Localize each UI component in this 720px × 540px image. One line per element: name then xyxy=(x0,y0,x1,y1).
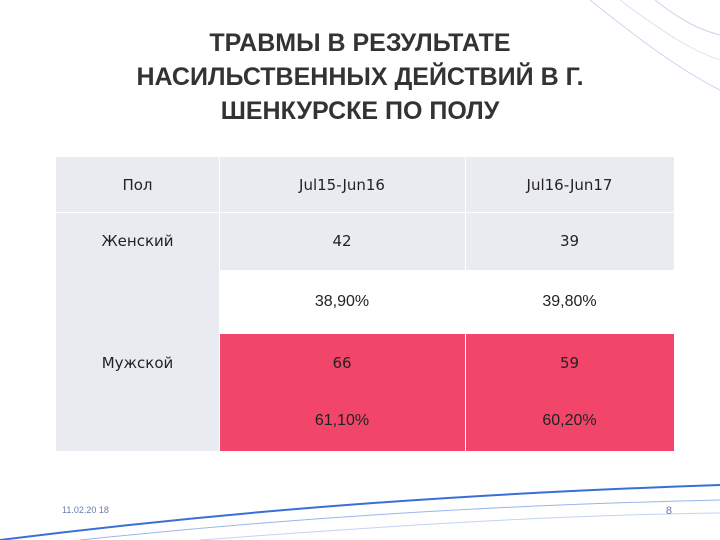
row-female-period-1: 42 xyxy=(219,212,465,270)
row-female-label: Женский xyxy=(56,212,219,270)
decorative-lines-bottom xyxy=(0,484,720,540)
grid-line-vertical-2 xyxy=(465,157,466,451)
row-male-percent-period-1: 61,10% xyxy=(219,391,465,451)
page-number: 8 xyxy=(665,505,672,517)
row-female-period-2: 39 xyxy=(465,212,674,270)
header-period-1: Jul15-Jun16 xyxy=(219,157,465,212)
row-female-percent-period-2: 39,80% xyxy=(465,270,674,334)
slide-title: ТРАВМЫ В РЕЗУЛЬТАТЕ НАСИЛЬСТВЕННЫХ ДЕЙСТ… xyxy=(136,29,584,125)
data-table: Пол Jul15-Jun16 Jul16-Jun17 Женский 42 3… xyxy=(56,157,674,451)
grid-line-horizontal-1 xyxy=(56,212,674,213)
row-male-label: Мужской xyxy=(56,334,219,391)
decorative-lines-top xyxy=(589,0,720,91)
footer-date: 11.02.20 18 xyxy=(62,505,109,515)
row-male-period-2: 59 xyxy=(465,334,674,391)
row-male-period-1: 66 xyxy=(219,334,465,391)
row-male-percent-label xyxy=(56,391,219,451)
row-female-percent-label xyxy=(56,270,219,334)
row-male-percent-period-2: 60,20% xyxy=(465,391,674,451)
row-female-percent-period-1: 38,90% xyxy=(219,270,465,334)
grid-line-vertical-1 xyxy=(219,157,220,451)
header-period-2: Jul16-Jun17 xyxy=(465,157,674,212)
header-gender: Пол xyxy=(56,157,219,212)
